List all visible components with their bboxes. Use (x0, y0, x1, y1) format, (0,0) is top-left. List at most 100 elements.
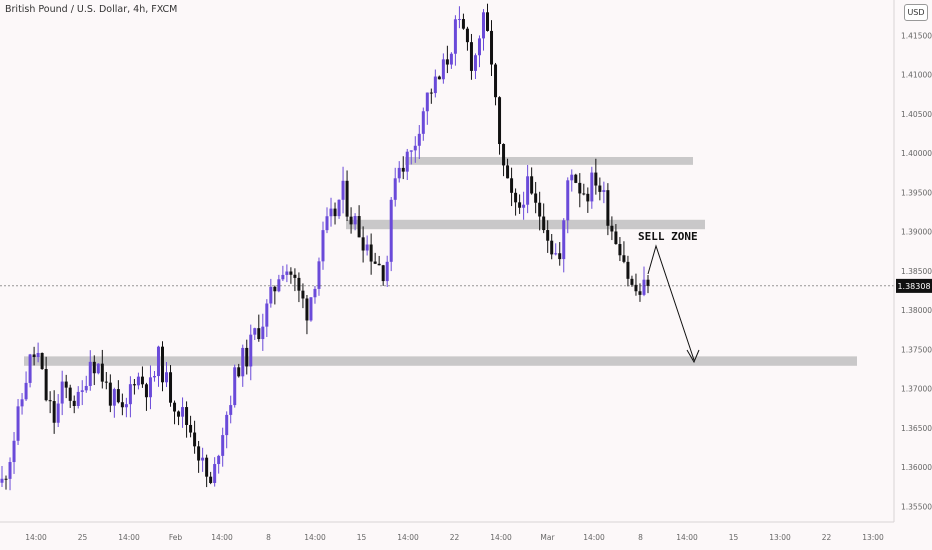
candle-body (606, 190, 610, 226)
x-tick-label: 14:00 (211, 533, 233, 542)
candle-body (490, 30, 494, 65)
candle-body (104, 381, 108, 383)
candle-body (630, 278, 634, 285)
candle-body (237, 367, 241, 377)
candle-body (550, 240, 554, 255)
candle-body (197, 446, 201, 461)
candle-body (365, 244, 369, 251)
x-tick-label: Feb (169, 533, 183, 542)
candle-body (128, 384, 132, 405)
y-tick-label: 1.37500 (901, 345, 932, 354)
candle-body (405, 151, 409, 172)
x-tick-label: 14:00 (583, 533, 605, 542)
y-tick-label: 1.40000 (901, 149, 932, 158)
candle-body (225, 414, 229, 436)
candle-body (417, 133, 421, 146)
candle-body (213, 464, 217, 483)
candle-body (457, 19, 461, 21)
candle-body (253, 328, 257, 335)
current-price-tag: 1.38308 (896, 278, 932, 293)
candle-body (217, 455, 221, 465)
candle-body (562, 220, 566, 260)
candle-body (357, 216, 361, 238)
candle-body (333, 208, 337, 217)
candle-body (273, 286, 277, 292)
candle-body (261, 326, 265, 340)
candle-body (293, 274, 297, 278)
candle-body (646, 279, 650, 286)
candle-body (522, 204, 526, 208)
candle-body (120, 402, 124, 408)
candle-body (530, 176, 534, 194)
candle-body (56, 403, 60, 423)
candle-body (425, 92, 429, 112)
y-tick-label: 1.39000 (901, 228, 932, 237)
candle-body (28, 354, 32, 383)
candle-body (449, 53, 453, 65)
candle-body (241, 347, 245, 377)
sell-zone-label: SELL ZONE (638, 230, 698, 243)
candle-body (285, 271, 289, 275)
x-tick-label: 22 (822, 533, 832, 542)
candle-body (169, 372, 173, 403)
candle-body (20, 399, 24, 407)
candle-body (610, 225, 614, 232)
x-tick-label: 14:00 (118, 533, 140, 542)
candle-body (148, 377, 152, 398)
candle-body (494, 64, 498, 98)
candle-body (193, 432, 197, 447)
candle-body (24, 382, 28, 400)
support-resistance-zones (24, 156, 857, 366)
candle-body (642, 279, 646, 295)
candle-body (349, 216, 353, 225)
y-tick-label: 1.40500 (901, 110, 932, 119)
candle-body (546, 230, 550, 241)
candle-body (341, 180, 345, 200)
candle-body (622, 255, 626, 262)
candle-body (433, 76, 437, 94)
candle-body (52, 401, 56, 423)
candle-body (518, 202, 522, 208)
candle-body (112, 389, 116, 406)
candle-body (534, 193, 538, 203)
candle-body (618, 244, 622, 256)
candle-body (409, 150, 413, 152)
time-axis[interactable]: 14:00 25 14:00 Feb 14:00 8 14:00 15 14:00 22 14:00… (25, 533, 884, 542)
y-tick-label: 1.38000 (901, 306, 932, 315)
candle-body (381, 265, 385, 282)
candle-body (389, 199, 393, 262)
x-tick-label: 13:00 (862, 533, 884, 542)
currency-button[interactable]: USD (904, 4, 928, 21)
candle-body (84, 385, 88, 391)
candle-body (345, 180, 349, 217)
price-axis[interactable]: 1.41500 1.41000 1.40500 1.40000 1.39500 1.390… (901, 31, 932, 511)
candle-body (437, 76, 441, 80)
candle-body (48, 400, 52, 402)
candle-body (205, 457, 209, 477)
candle-body (385, 261, 389, 282)
y-tick-label: 1.37000 (901, 385, 932, 394)
candle-body (132, 384, 136, 386)
candle-body (265, 303, 269, 327)
x-tick-label: 8 (266, 533, 271, 542)
x-tick-label: 8 (638, 533, 643, 542)
candle-body (100, 363, 104, 382)
price-zone (24, 356, 857, 366)
candle-body (453, 19, 457, 54)
candle-body (88, 361, 92, 386)
candle-body (461, 19, 465, 29)
candle-body (393, 178, 397, 200)
candle-body (281, 274, 285, 280)
candle-body (329, 208, 333, 217)
candle-body (514, 192, 518, 203)
candle-body (249, 334, 253, 367)
candle-body (92, 361, 96, 374)
candle-body (369, 244, 373, 262)
candle-body (76, 391, 80, 406)
candle-body (473, 55, 477, 71)
candle-body (570, 174, 574, 181)
candle-body (566, 180, 570, 221)
candle-body (626, 261, 630, 279)
candle-body (498, 97, 502, 145)
